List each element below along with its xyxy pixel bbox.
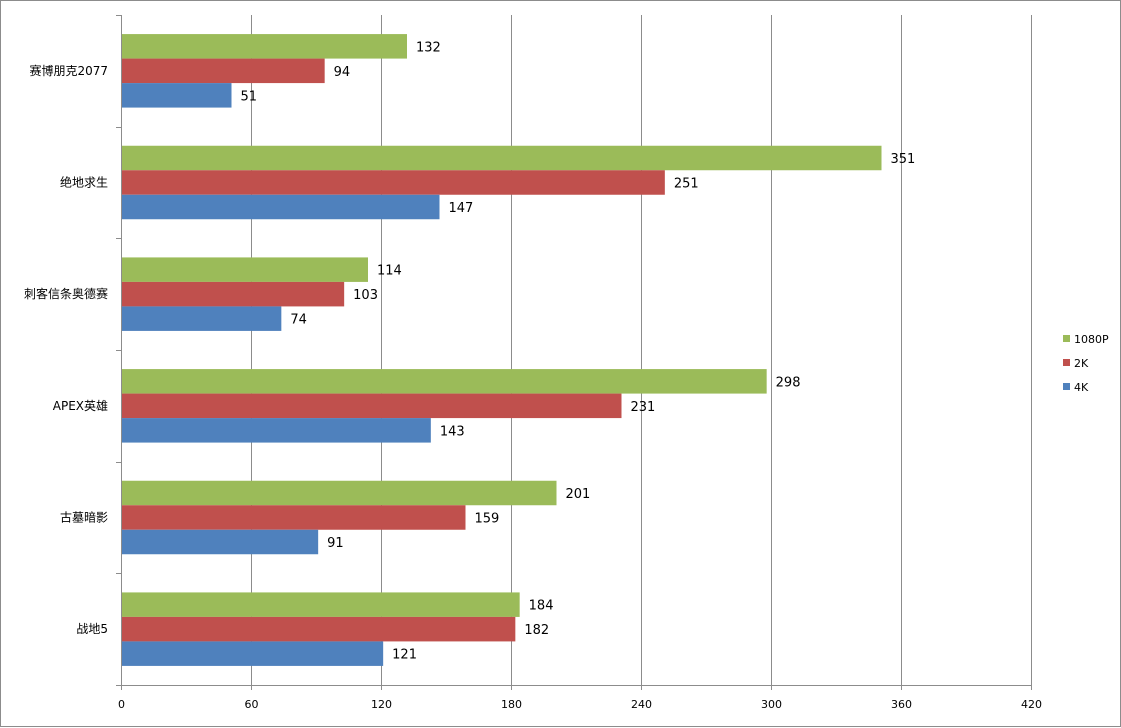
data-label: 51 — [241, 89, 258, 104]
bar-2k — [122, 505, 466, 530]
data-label: 147 — [449, 201, 474, 216]
data-label: 103 — [353, 288, 378, 303]
data-label: 132 — [416, 40, 441, 55]
bar-4k — [122, 418, 431, 443]
bar-1080p — [122, 369, 767, 394]
data-label: 184 — [529, 599, 554, 614]
labels: 132 94 51 赛博朋克2077 351 251 147 绝地求生 114 103 74 刺客信条… — [24, 40, 915, 662]
category-label: 赛博朋克2077 — [29, 63, 108, 78]
bar-2k — [122, 170, 665, 195]
bar-4k — [122, 306, 282, 331]
bar-1080p — [122, 480, 557, 506]
bar-1080p — [122, 34, 407, 59]
data-label: 94 — [334, 65, 351, 80]
bar-4k — [122, 529, 319, 555]
legend-label: 2K — [1074, 357, 1089, 370]
x-tick-label: 180 — [501, 698, 522, 711]
category-label: 刺客信条奥德赛 — [24, 286, 108, 301]
x-tick-label: 360 — [891, 698, 912, 711]
bar-2k — [122, 281, 345, 307]
bar-2k — [122, 616, 516, 642]
data-label: 114 — [377, 264, 402, 279]
x-tick-label: 120 — [371, 698, 392, 711]
x-tick-label: 420 — [1021, 698, 1042, 711]
bar-1080p — [122, 257, 368, 282]
legend-swatch-1080p — [1063, 335, 1070, 342]
data-label: 351 — [891, 152, 916, 167]
bar-1080p — [122, 145, 882, 171]
x-tick-label: 60 — [245, 698, 259, 711]
bar-1080p — [122, 592, 520, 617]
bar-4k — [122, 83, 232, 108]
bar-2k — [122, 58, 325, 84]
data-label: 251 — [674, 177, 699, 192]
legend-label: 4K — [1074, 381, 1089, 394]
category-label: 古墓暗影 — [60, 510, 108, 525]
legend-swatch-2k — [1063, 359, 1070, 366]
bar-4k — [122, 194, 440, 220]
bar-4k — [122, 641, 384, 666]
gridlines — [251, 15, 1032, 685]
axes: 0 60 120 180 240 300 360 420 — [116, 15, 1042, 711]
data-label: 74 — [290, 313, 307, 328]
data-label: 182 — [524, 623, 549, 638]
data-label: 298 — [776, 375, 801, 390]
data-label: 91 — [327, 536, 344, 551]
x-tick-label: 0 — [118, 698, 125, 711]
legend-swatch-4k — [1063, 383, 1070, 390]
data-label: 231 — [631, 400, 656, 415]
legend: 1080P 2K 4K — [1063, 333, 1109, 394]
x-tick-label: 240 — [631, 698, 652, 711]
category-label: APEX英雄 — [53, 398, 108, 413]
data-label: 201 — [566, 487, 591, 502]
x-tick-label: 300 — [761, 698, 782, 711]
data-label: 143 — [440, 424, 465, 439]
category-label: 战地5 — [76, 622, 108, 636]
category-label: 绝地求生 — [60, 175, 108, 190]
data-label: 121 — [392, 648, 417, 663]
legend-label: 1080P — [1074, 333, 1109, 346]
bar-2k — [122, 393, 622, 419]
data-label: 159 — [475, 512, 500, 527]
bars — [122, 34, 882, 666]
